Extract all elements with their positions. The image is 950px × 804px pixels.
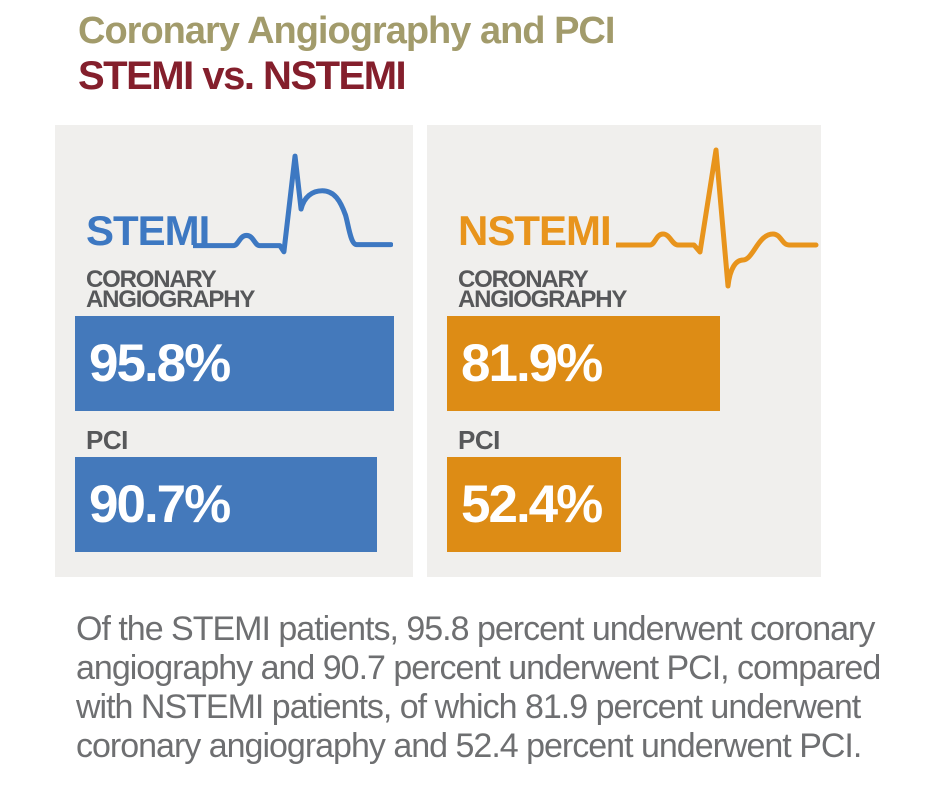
coronary-label-line1: CORONARY [458, 266, 589, 293]
caption-text: Of the STEMI patients, 95.8 percent unde… [76, 610, 881, 766]
coronary-label-line2: ANGIOGRAPHY [458, 286, 627, 313]
stemi-pci-bar: 90.7% [75, 457, 377, 552]
stemi-label: STEMI [86, 207, 210, 254]
stemi-coronary-angiography-label: CORONARY ANGIOGRAPHY [86, 266, 255, 313]
stemi-pci-label: PCI [86, 425, 128, 455]
nstemi-angiography-value: 81.9% [461, 334, 603, 393]
nstemi-panel: NSTEMI CORONARY ANGIOGRAPHY 81.9% PCI 52… [427, 125, 821, 577]
nstemi-coronary-angiography-label: CORONARY ANGIOGRAPHY [458, 266, 627, 313]
stemi-pci-value: 90.7% [89, 475, 231, 534]
caption-line: with NSTEMI patients, of which 81.9 perc… [76, 688, 861, 726]
stemi-angiography-value: 95.8% [89, 334, 231, 393]
coronary-label-line1: CORONARY [86, 266, 217, 293]
nstemi-pci-bar: 52.4% [447, 457, 621, 552]
nstemi-label: NSTEMI [458, 207, 612, 254]
nstemi-pci-label: PCI [458, 425, 500, 455]
caption-line: coronary angiography and 52.4 percent un… [76, 727, 862, 765]
coronary-label-line2: ANGIOGRAPHY [86, 286, 255, 313]
stemi-angiography-bar: 95.8% [75, 316, 394, 411]
stemi-st-elevation-ecg-icon [193, 153, 393, 255]
nstemi-normal-ecg-icon [616, 147, 819, 289]
caption-line: angiography and 90.7 percent underwent P… [76, 649, 881, 687]
page-subtitle: STEMI vs. NSTEMI [78, 54, 407, 98]
nstemi-pci-value: 52.4% [461, 475, 603, 534]
caption-line: Of the STEMI patients, 95.8 percent unde… [76, 610, 875, 648]
page-title: Coronary Angiography and PCI [78, 10, 615, 52]
nstemi-angiography-bar: 81.9% [447, 316, 720, 411]
stemi-panel: STEMI CORONARY ANGIOGRAPHY 95.8% PCI 90.… [55, 125, 413, 577]
page-header: Coronary Angiography and PCI STEMI vs. N… [78, 8, 615, 98]
